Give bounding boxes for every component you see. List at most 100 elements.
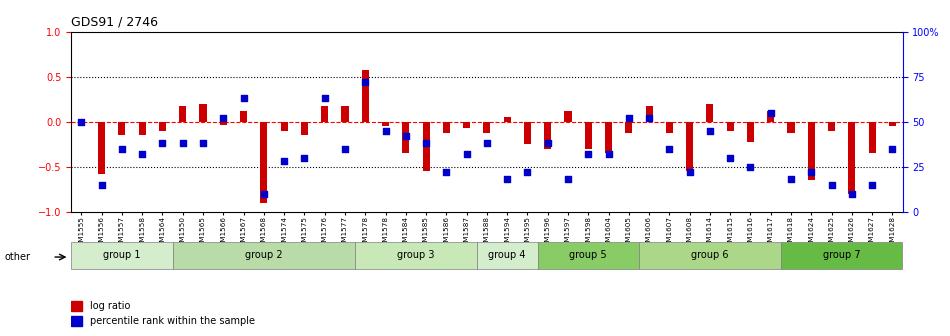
Point [621, 116, 637, 121]
Bar [538, 242, 639, 269]
Point [784, 177, 799, 182]
Point [541, 141, 556, 146]
Point [236, 96, 251, 101]
Bar [402, 122, 409, 153]
Point [459, 152, 474, 157]
Bar [889, 122, 896, 126]
Point [864, 182, 880, 187]
Bar [180, 106, 186, 122]
Text: group 3: group 3 [397, 250, 435, 260]
Point [216, 116, 231, 121]
Bar [119, 122, 125, 135]
Bar [707, 104, 713, 122]
Bar [605, 122, 612, 153]
Point [763, 110, 778, 116]
Bar [544, 122, 551, 149]
Bar [71, 301, 82, 311]
Text: group 1: group 1 [104, 250, 141, 260]
Bar [301, 122, 308, 135]
Text: other: other [5, 252, 30, 262]
Point [398, 133, 413, 139]
Bar [848, 122, 855, 194]
Point [357, 80, 372, 85]
Point [682, 169, 697, 175]
Text: group 4: group 4 [488, 250, 526, 260]
Bar [240, 111, 247, 122]
Point [196, 141, 211, 146]
Bar [639, 242, 781, 269]
Bar [159, 122, 166, 131]
Point [641, 116, 656, 121]
Bar [423, 122, 429, 171]
Point [804, 169, 819, 175]
Point [337, 146, 352, 152]
Bar [523, 122, 531, 144]
Bar [584, 122, 592, 149]
Bar [341, 106, 349, 122]
Point [94, 182, 109, 187]
Bar [564, 111, 572, 122]
Bar [362, 70, 369, 122]
Bar [645, 106, 653, 122]
Point [135, 152, 150, 157]
Bar [260, 122, 267, 203]
Bar [477, 242, 538, 269]
Bar [78, 122, 85, 126]
Point [520, 169, 535, 175]
Bar [484, 122, 490, 133]
Text: percentile rank within the sample: percentile rank within the sample [90, 316, 256, 326]
Point [824, 182, 839, 187]
Point [276, 159, 292, 164]
Point [743, 164, 758, 169]
Text: group 5: group 5 [569, 250, 607, 260]
Bar [382, 122, 390, 126]
Point [500, 177, 515, 182]
Point [175, 141, 190, 146]
Point [439, 169, 454, 175]
Bar [747, 122, 754, 141]
Text: log ratio: log ratio [90, 301, 130, 311]
Text: group 6: group 6 [692, 250, 729, 260]
Bar [808, 122, 815, 180]
Bar [828, 122, 835, 131]
Point [702, 128, 717, 133]
Bar [686, 122, 694, 171]
Bar [504, 117, 511, 122]
Bar [71, 242, 173, 269]
Point [580, 152, 596, 157]
Bar [321, 106, 329, 122]
Bar [868, 122, 876, 153]
Point [114, 146, 129, 152]
Bar [173, 242, 355, 269]
Point [418, 141, 433, 146]
Bar [788, 122, 794, 133]
Point [256, 191, 272, 197]
Text: group 7: group 7 [823, 250, 861, 260]
Bar [666, 122, 673, 133]
Point [560, 177, 576, 182]
Point [601, 152, 617, 157]
Bar [219, 122, 227, 125]
Bar [625, 122, 633, 133]
Text: group 2: group 2 [245, 250, 283, 260]
Bar [781, 242, 902, 269]
Bar [280, 122, 288, 131]
Bar [139, 122, 145, 135]
Point [884, 146, 900, 152]
Point [296, 155, 312, 161]
Point [845, 191, 860, 197]
Point [317, 96, 332, 101]
Point [723, 155, 738, 161]
Point [479, 141, 494, 146]
Bar [71, 316, 82, 326]
Point [662, 146, 677, 152]
Bar [200, 104, 206, 122]
Bar [727, 122, 733, 131]
Bar [463, 122, 470, 128]
Point [74, 119, 89, 125]
Bar [98, 122, 105, 174]
Text: GDS91 / 2746: GDS91 / 2746 [71, 15, 159, 28]
Point [378, 128, 393, 133]
Point [155, 141, 170, 146]
Bar [443, 122, 450, 133]
